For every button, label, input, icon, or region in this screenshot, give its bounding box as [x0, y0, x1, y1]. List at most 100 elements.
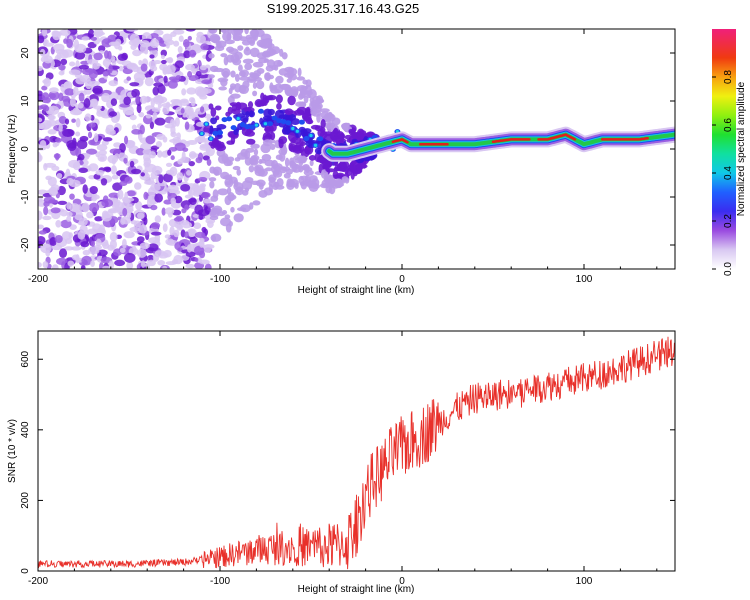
spectrogram-noise-blob	[200, 191, 211, 199]
spectrogram-noise-blob	[147, 187, 156, 197]
spectrogram-transition-blob	[311, 178, 320, 187]
spectrogram-noise-blob	[118, 151, 126, 161]
spectrogram-transition-blob	[264, 95, 274, 101]
spectrogram-noise-blob	[101, 140, 109, 146]
spectrogram-transition-blob	[300, 180, 308, 190]
spectrogram-noise-blob	[176, 172, 184, 181]
spectrogram-noise-blob	[173, 40, 180, 47]
snr-y-ticks: 0 200 400 600	[20, 350, 675, 574]
spectrogram-x-ticks: -200 -100 0 100	[28, 29, 658, 285]
spectrogram-transition-blob	[278, 138, 284, 144]
spectrogram-transition-blob	[242, 117, 249, 123]
spectrogram-noise-blob	[98, 149, 107, 156]
spectrogram-noise-blob	[137, 224, 148, 234]
spectrogram-noise-blob	[58, 70, 65, 76]
spectrogram-transition-blob	[319, 127, 326, 133]
spectrogram-transition-blob	[325, 168, 336, 173]
spectrogram-noise-blob	[93, 132, 99, 143]
spectrogram-noise-blob	[38, 235, 46, 245]
snr-x-tick-label: 0	[399, 576, 405, 587]
spectrogram-transition-blob	[238, 64, 243, 72]
spectrogram-noise-blob	[56, 257, 68, 266]
spectrogram-noise-blob	[165, 261, 177, 266]
spectrogram-noise-blob	[129, 226, 140, 232]
spectrogram-transition-blob	[268, 139, 276, 144]
spectrogram-noise-blob	[136, 248, 147, 258]
spectrogram-transition-blob	[262, 50, 271, 58]
spectrogram-noise-blob	[131, 168, 142, 175]
spectrogram-y-tick-label: 20	[20, 47, 31, 59]
spectrogram-noise-blob	[39, 139, 47, 149]
spectrogram-noise-blob	[75, 76, 87, 85]
spectrogram-ridge-node	[244, 124, 251, 130]
spectrogram-noise-blob	[185, 263, 195, 269]
spectrogram-ridge-peak	[391, 138, 409, 144]
snr-x-ticks: -200 -100 0 100	[28, 331, 658, 587]
colorbar: 0.0 0.2 0.4 0.6 0.8 Normalized spectral ampl…	[712, 29, 747, 276]
spectrogram-noise-blob	[167, 149, 172, 156]
spectrogram-noise-blob	[38, 210, 43, 221]
spectrogram-noise-blob	[102, 265, 110, 269]
spectrogram-noise-blob	[74, 210, 83, 221]
spectrogram-transition-blob	[284, 108, 294, 116]
spectrogram-transition-blob	[278, 148, 287, 155]
colorbar-tick-label: 0.4	[723, 166, 734, 180]
spectrogram-noise-blob	[69, 203, 80, 213]
spectrogram-transition-blob	[250, 154, 260, 162]
spectrogram-noise-blob	[114, 259, 126, 267]
spectrogram-transition-blob	[258, 57, 268, 64]
spectrogram-noise-blob	[143, 157, 152, 166]
spectrogram-noise-blob	[38, 230, 47, 235]
spectrogram-noise-blob	[188, 160, 196, 167]
spectrogram-ridge-core	[263, 122, 268, 126]
spectrogram-transition-blob	[260, 92, 265, 101]
spectrogram-noise-blob	[126, 76, 132, 81]
spectrogram-transition-blob	[244, 63, 253, 71]
spectrogram-ridge-node	[257, 108, 264, 114]
spectrogram-noise-blob	[95, 169, 105, 176]
spectrogram-transition-blob	[265, 72, 271, 82]
spectrogram-transition-blob	[341, 176, 349, 182]
spectrogram-noise-blob	[162, 223, 168, 233]
spectrogram-transition-blob	[207, 74, 215, 79]
spectrogram-noise-blob	[51, 165, 60, 171]
spectrogram-noise-blob	[43, 42, 55, 47]
spectrogram-transition-blob	[252, 200, 261, 206]
spectrogram-noise-blob	[110, 165, 117, 175]
spectrogram-noise-blob	[157, 103, 162, 109]
spectrogram-noise-blob	[59, 209, 68, 217]
spectrogram-noise-blob	[169, 166, 178, 177]
spectrogram-transition-blob	[323, 160, 332, 169]
spectrogram-noise-blob	[100, 178, 108, 186]
spectrogram-noise-blob	[47, 129, 57, 135]
spectrogram-transition-blob	[243, 47, 252, 56]
spectrogram-transition-blob	[356, 164, 363, 172]
spectrogram-noise-blob	[135, 148, 146, 156]
spectrogram-noise-blob	[165, 238, 175, 246]
spectrogram-transition-blob	[301, 85, 309, 90]
spectrogram-noise-blob	[104, 50, 109, 59]
spectrogram-noise-blob	[92, 88, 102, 94]
spectrogram-transition-blob	[241, 180, 253, 191]
spectrogram-noise-blob	[129, 114, 137, 121]
spectrogram-x-label: Height of straight line (km)	[298, 285, 415, 296]
spectrogram-noise-blob	[204, 263, 212, 269]
snr-x-label: Height of straight line (km)	[298, 584, 415, 595]
spectrogram-noise-blob	[88, 122, 96, 128]
spectrogram-transition-blob	[252, 61, 264, 68]
spectrogram-noise-blob	[139, 242, 150, 250]
spectrogram-transition-blob	[314, 147, 322, 155]
spectrogram-noise-blob	[147, 259, 156, 267]
spectrogram-noise-blob	[59, 49, 69, 60]
spectrogram-noise-blob	[55, 219, 62, 228]
spectrogram-noise-blob	[152, 86, 160, 96]
spectrogram-noise-blob	[151, 165, 163, 175]
spectrogram-noise-blob	[81, 255, 92, 266]
spectrogram-noise-blob	[180, 156, 190, 163]
spectrogram-noise-blob	[179, 100, 190, 107]
spectrogram-noise-blob	[195, 121, 206, 127]
spectrogram-ridge-core	[200, 132, 204, 136]
spectrogram-transition-blob	[287, 95, 296, 106]
spectrogram-noise-blob	[146, 197, 153, 208]
spectrogram-noise-blob	[86, 211, 94, 219]
